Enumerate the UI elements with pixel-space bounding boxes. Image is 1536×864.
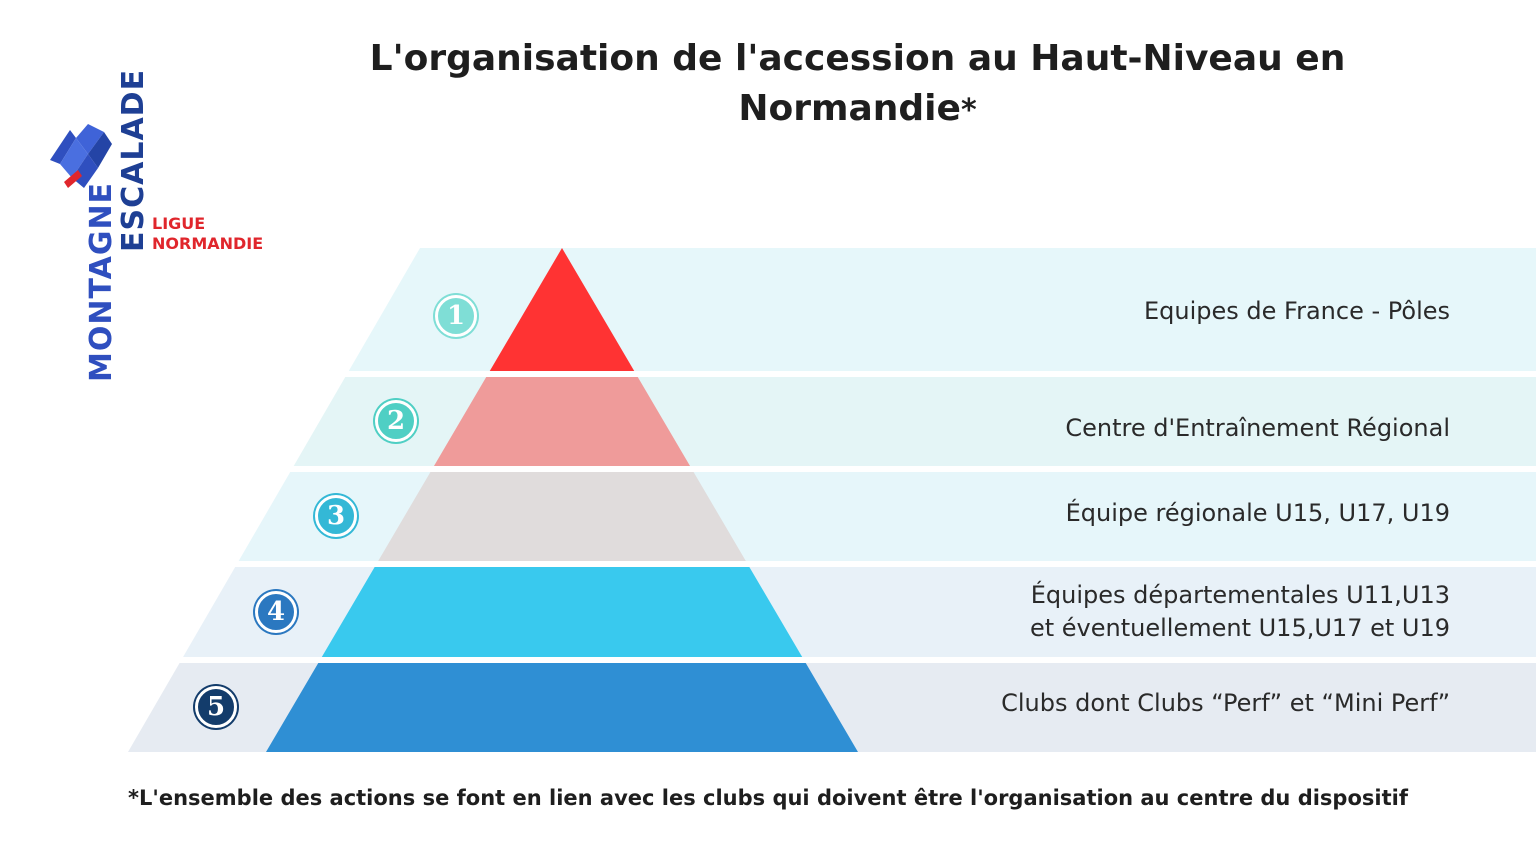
- level-label-line: Equipes de France - Pôles: [1144, 296, 1450, 325]
- level-label-4: Équipes départementales U11,U13 et évent…: [1030, 579, 1450, 645]
- page-title-line-2: Normandie*: [738, 88, 977, 129]
- level-label-line: Clubs dont Clubs “Perf” et “Mini Perf”: [1001, 688, 1450, 717]
- level-number-badge-2: 2: [375, 400, 417, 442]
- level-label-line: Équipes départementales U11,U13: [1030, 581, 1450, 609]
- level-number-badge-4: 4: [255, 591, 297, 633]
- level-label-3: Équipe régionale U15, U17, U19: [1066, 497, 1450, 530]
- level-number-badge-5: 5: [195, 686, 237, 728]
- logo-ligue: LIGUE: [152, 214, 206, 233]
- logo-region: NORMANDIE: [152, 234, 264, 253]
- mountain-m-icon: [50, 124, 112, 188]
- pyramid-segment-1: [489, 248, 635, 371]
- page-title-line-1: L'organisation de l'accession au Haut-Ni…: [369, 38, 1346, 79]
- level-label-line: Centre d'Entraînement Régional: [1065, 413, 1450, 442]
- footnote-asterisk: *: [128, 786, 140, 810]
- footnote: *L'ensemble des actions se font en lien …: [0, 786, 1536, 810]
- footnote-text: L'ensemble des actions se font en lien a…: [139, 786, 1408, 810]
- level-label-line: et éventuellement U15,U17 et U19: [1029, 614, 1450, 642]
- pyramid-segment-2: [433, 377, 691, 466]
- title-asterisk: *: [960, 93, 977, 128]
- level-band-1: [348, 248, 1536, 371]
- level-label-2: Centre d'Entraînement Régional: [1065, 412, 1450, 445]
- pyramid-segment-3: [378, 472, 746, 561]
- page-title: L'organisation de l'accession au Haut-Ni…: [330, 34, 1385, 136]
- pyramid-segment-4: [321, 567, 803, 657]
- level-label-line: Équipe régionale U15, U17, U19: [1065, 498, 1450, 527]
- pyramid-segment-5: [266, 663, 858, 752]
- level-label-1: Equipes de France - Pôles: [1144, 295, 1450, 328]
- level-number-badge-3: 3: [315, 495, 357, 537]
- level-number-badge-1: 1: [435, 295, 477, 337]
- level-label-5: Clubs dont Clubs “Perf” et “Mini Perf”: [1001, 687, 1450, 720]
